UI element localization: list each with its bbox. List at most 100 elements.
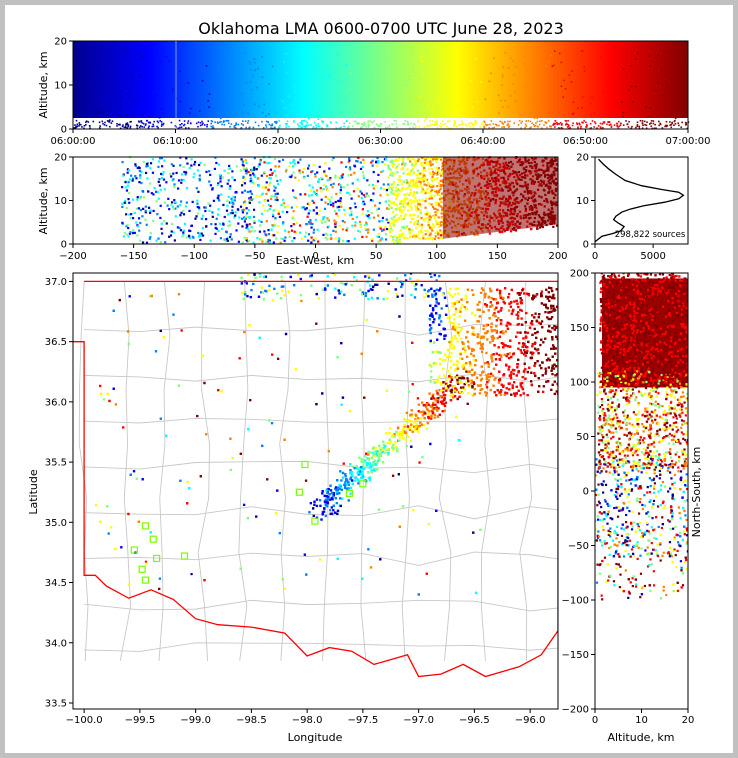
ew-height-point <box>340 174 343 178</box>
ew-height-point <box>280 204 283 207</box>
time-height-point <box>554 122 557 125</box>
ew-height-point <box>310 194 313 197</box>
ew-height-point <box>274 198 277 201</box>
ew-height-point <box>431 163 434 166</box>
time-height-point <box>255 86 258 89</box>
time-height-point <box>96 111 99 114</box>
ew-height-point <box>396 171 399 174</box>
ew-height-point <box>252 168 256 171</box>
time-height-point <box>361 125 364 127</box>
ew-height-point <box>167 197 170 200</box>
ew-height-point <box>237 240 240 243</box>
ew-height-point <box>426 211 429 214</box>
ew-height-point <box>438 204 441 207</box>
time-height-point <box>536 120 539 123</box>
ew-height-point <box>228 167 232 170</box>
time-height-point <box>461 127 463 129</box>
time-height-point <box>659 123 662 126</box>
time-height-point <box>531 97 534 99</box>
ew-height-point <box>324 232 328 235</box>
ew-height-point <box>398 238 401 241</box>
time-height-point <box>590 114 593 117</box>
ew-height-point <box>428 234 431 237</box>
time-height-point <box>223 66 225 68</box>
ew-height-point <box>324 162 327 165</box>
time-height-point <box>436 124 439 126</box>
time-height-point <box>553 123 556 126</box>
ew-height-point <box>429 216 432 219</box>
time-height-point <box>252 75 254 78</box>
ew-height-point <box>253 230 256 233</box>
time-height-point <box>330 115 332 117</box>
time-height-point <box>408 78 410 81</box>
time-height-point <box>664 125 666 128</box>
ew-height-point <box>409 198 412 202</box>
ew-height-point <box>415 226 418 229</box>
time-height-point <box>436 122 438 125</box>
time-height-point <box>421 61 424 64</box>
ew-height-point <box>400 189 403 192</box>
ew-height-point <box>416 233 419 236</box>
time-height-point <box>577 107 579 110</box>
time-height-point <box>406 120 409 123</box>
ew-height-point <box>339 200 342 203</box>
ew-height-point <box>429 227 432 230</box>
ew-height-point <box>267 228 270 232</box>
time-height-point <box>670 123 672 126</box>
ew-height-point <box>428 163 431 166</box>
time-height-point <box>337 53 339 56</box>
time-height-point <box>179 100 182 103</box>
ew-height-point <box>158 184 161 187</box>
ew-height-point <box>332 229 335 233</box>
ew-height-point <box>409 182 412 185</box>
ew-height-point <box>313 239 316 242</box>
ew-height-point <box>336 215 339 218</box>
ew-height-point <box>295 231 298 234</box>
ew-height-point <box>430 188 434 191</box>
time-height-point <box>330 122 332 124</box>
time-height-point <box>674 117 677 120</box>
time-height-point <box>368 52 371 54</box>
time-height-point <box>472 127 475 129</box>
time-height-point <box>460 120 463 122</box>
ew-height-point <box>267 238 270 242</box>
time-height-point <box>187 122 189 124</box>
ew-height-point <box>128 213 131 216</box>
time-height-point <box>141 122 144 124</box>
time-height-point <box>140 121 143 123</box>
time-height-point <box>500 99 502 102</box>
time-height-point <box>483 126 486 129</box>
ew-height-point <box>225 231 228 234</box>
time-height-point <box>608 112 611 114</box>
ew-height-point <box>501 230 504 234</box>
time-height-point <box>560 124 563 126</box>
ew-height-point <box>136 166 139 170</box>
ew-height-point <box>305 231 308 234</box>
ew-height-point <box>209 184 212 187</box>
ew-height-point <box>296 205 299 208</box>
ew-height-point <box>361 165 364 169</box>
time-height-point <box>388 124 391 127</box>
ew-height-point <box>231 212 234 215</box>
time-height-point <box>211 127 214 129</box>
time-height-point <box>403 84 406 86</box>
ew-height-point <box>165 222 168 225</box>
ew-height-point <box>135 221 138 224</box>
ew-height-point <box>258 219 261 222</box>
time-height-point <box>285 52 287 55</box>
ew-height-point <box>198 163 201 167</box>
ew-height-point <box>144 171 148 175</box>
time-height-point <box>680 126 683 129</box>
ew-height-point <box>384 163 387 166</box>
time-height-point <box>138 121 140 123</box>
ew-height-point <box>195 187 198 190</box>
ew-height-point <box>217 208 220 211</box>
time-height-point <box>609 123 612 126</box>
ew-height-point <box>126 184 129 187</box>
time-height-point <box>335 127 338 129</box>
time-height-point <box>454 122 456 124</box>
ew-height-point <box>260 212 264 215</box>
ew-height-density <box>442 157 558 239</box>
time-height-point <box>367 120 369 123</box>
